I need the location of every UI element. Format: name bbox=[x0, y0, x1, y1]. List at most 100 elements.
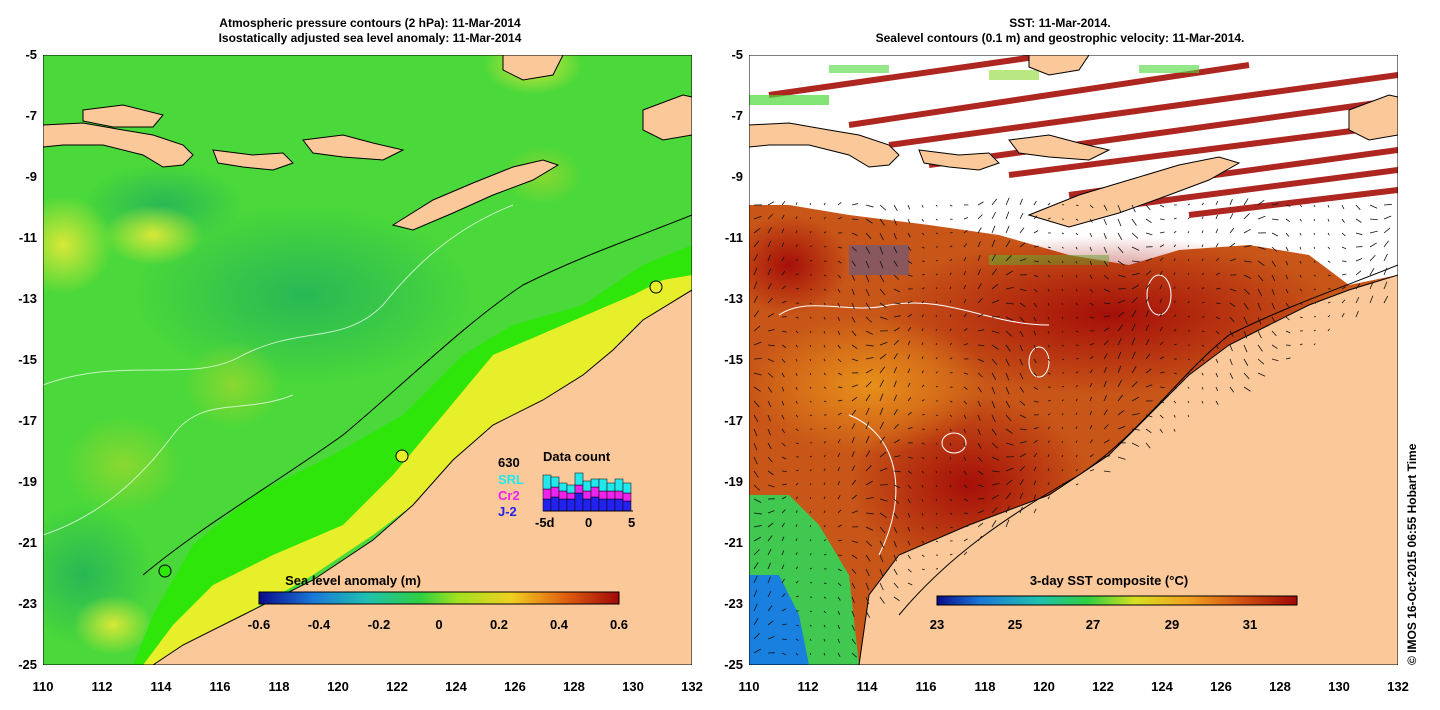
velocity-arrow bbox=[1131, 232, 1139, 239]
velocity-arrow bbox=[1019, 212, 1024, 220]
velocity-arrow bbox=[823, 441, 827, 444]
velocity-arrow bbox=[1173, 272, 1176, 276]
velocity-arrow bbox=[893, 582, 899, 589]
velocity-arrow bbox=[767, 428, 771, 436]
velocity-arrow bbox=[865, 260, 870, 269]
velocity-arrow bbox=[893, 568, 898, 576]
sea-level-map[interactable]: 630 SRL Cr2 J-2 Data count -5d 0 5 Sea l… bbox=[43, 55, 692, 665]
velocity-arrow bbox=[767, 605, 773, 612]
velocity-arrow bbox=[753, 414, 759, 423]
tide-gauge-marker[interactable] bbox=[649, 280, 663, 294]
velocity-arrow bbox=[753, 227, 761, 234]
velocity-arrow bbox=[991, 344, 999, 350]
velocity-arrow bbox=[879, 526, 886, 534]
velocity-arrow bbox=[1061, 469, 1064, 472]
velocity-arrow bbox=[907, 354, 911, 360]
velocity-arrow bbox=[1369, 242, 1377, 248]
velocity-arrow bbox=[1215, 214, 1218, 220]
velocity-arrow bbox=[1243, 386, 1251, 392]
velocity-arrow bbox=[935, 232, 939, 234]
velocity-arrow bbox=[1047, 217, 1051, 220]
velocity-arrow bbox=[753, 215, 762, 220]
velocity-arrow bbox=[767, 358, 775, 363]
velocity-arrow bbox=[879, 498, 888, 502]
warm-region bbox=[749, 215, 849, 315]
velocity-arrow bbox=[977, 470, 984, 475]
velocity-arrow bbox=[1019, 227, 1025, 234]
velocity-arrow bbox=[907, 411, 912, 416]
velocity-arrow bbox=[809, 496, 812, 500]
velocity-arrow bbox=[1355, 270, 1362, 276]
velocity-arrow bbox=[837, 202, 842, 206]
tide-gauge-marker[interactable] bbox=[158, 564, 172, 578]
velocity-arrow bbox=[1103, 274, 1109, 280]
velocity-arrow bbox=[1117, 260, 1125, 266]
velocity-arrow bbox=[1131, 246, 1140, 251]
velocity-arrow bbox=[1145, 204, 1151, 211]
velocity-arrow bbox=[1075, 218, 1079, 221]
lat-tick-label: -9 bbox=[731, 169, 743, 184]
velocity-arrow bbox=[851, 396, 858, 402]
velocity-arrow bbox=[1313, 260, 1316, 263]
velocity-arrow bbox=[823, 372, 826, 376]
velocity-arrow bbox=[809, 624, 812, 627]
lat-tick-label: -23 bbox=[724, 596, 743, 611]
velocity-arrow bbox=[781, 509, 786, 514]
velocity-arrow bbox=[851, 423, 856, 430]
velocity-arrow bbox=[1117, 425, 1126, 430]
velocity-arrow bbox=[879, 366, 886, 374]
velocity-arrow bbox=[851, 479, 857, 486]
velocity-arrow bbox=[963, 442, 966, 448]
velocity-arrow bbox=[1019, 492, 1024, 500]
velocity-arrow bbox=[1243, 213, 1250, 220]
velocity-arrow bbox=[1047, 274, 1051, 278]
velocity-arrow bbox=[907, 274, 913, 277]
velocity-arrow bbox=[935, 301, 938, 304]
velocity-arrow bbox=[935, 498, 938, 501]
velocity-arrow bbox=[935, 343, 938, 346]
velocity-arrow bbox=[921, 414, 925, 416]
velocity-arrow bbox=[1103, 367, 1107, 374]
velocity-arrow bbox=[1355, 204, 1361, 211]
velocity-arrow bbox=[879, 554, 884, 563]
velocity-arrow bbox=[1327, 274, 1331, 277]
velocity-arrow bbox=[1089, 302, 1094, 306]
velocity-arrow bbox=[935, 442, 938, 445]
velocity-arrow bbox=[809, 330, 812, 333]
velocity-arrow bbox=[1201, 287, 1205, 290]
velocity-arrow bbox=[977, 329, 985, 332]
velocity-arrow bbox=[1383, 227, 1391, 234]
cb-tick: 0 bbox=[435, 617, 442, 632]
velocity-arrow bbox=[1383, 267, 1388, 276]
velocity-arrow bbox=[809, 400, 812, 403]
velocity-arrow bbox=[823, 427, 827, 430]
sealevel-contour bbox=[1146, 274, 1172, 316]
velocity-arrow bbox=[949, 272, 952, 276]
velocity-arrow bbox=[781, 442, 786, 447]
sst-map[interactable]: 3-day SST composite (°C) 23 25 27 29 31 bbox=[749, 55, 1398, 665]
velocity-arrow bbox=[1131, 396, 1140, 402]
velocity-arrow bbox=[795, 414, 799, 418]
legend-srl: SRL bbox=[498, 472, 524, 487]
velocity-arrow bbox=[963, 343, 969, 346]
velocity-arrow bbox=[921, 554, 925, 557]
bathymetry-contour bbox=[142, 214, 692, 576]
velocity-arrow bbox=[795, 552, 798, 556]
data-count-bar-cr2 bbox=[622, 492, 632, 502]
velocity-arrow bbox=[851, 638, 856, 645]
velocity-arrow bbox=[1131, 272, 1140, 276]
dc-tick-left: -5d bbox=[535, 515, 555, 530]
velocity-arrow bbox=[1005, 270, 1014, 276]
island bbox=[1028, 55, 1090, 76]
velocity-arrow bbox=[1159, 371, 1165, 374]
velocity-arrow bbox=[851, 203, 859, 206]
island bbox=[82, 104, 164, 128]
data-count-bar-srl bbox=[550, 476, 560, 488]
data-count-bar-cr2 bbox=[606, 490, 616, 500]
velocity-arrow bbox=[1005, 386, 1010, 395]
velocity-arrow bbox=[753, 341, 762, 346]
velocity-arrow bbox=[865, 330, 874, 335]
velocity-arrow bbox=[753, 253, 759, 262]
tide-gauge-marker[interactable] bbox=[395, 449, 409, 463]
lon-tick-label: 112 bbox=[797, 679, 819, 694]
